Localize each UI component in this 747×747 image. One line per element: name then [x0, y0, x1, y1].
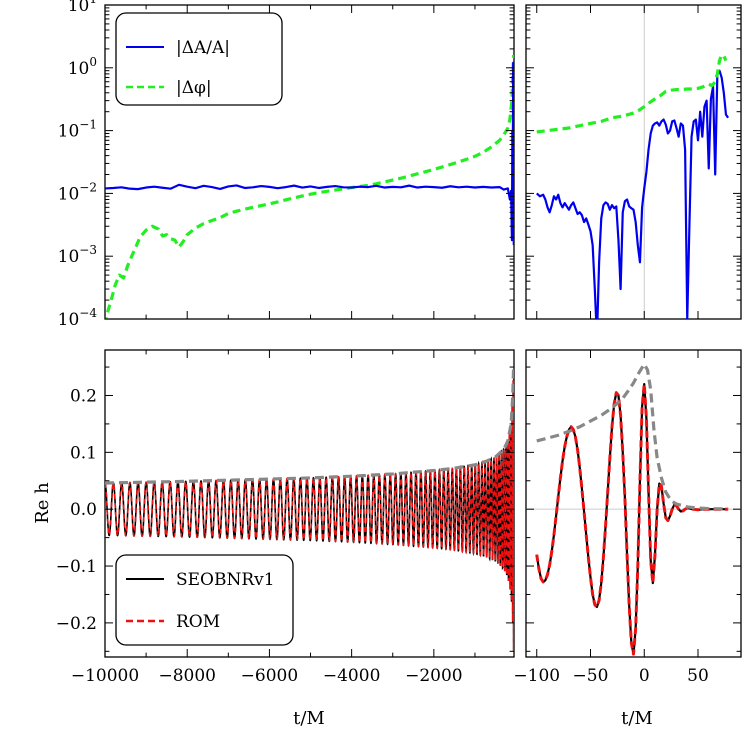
y-tick-label: 0.1 — [70, 443, 97, 463]
series-amplitude-envelope-line — [105, 367, 514, 485]
panel-bottom-left-plot — [105, 367, 514, 652]
panel-bottom-right-frame — [525, 349, 742, 658]
legend-top: |ΔA/A| |Δφ| — [115, 12, 283, 106]
series-phase-error-line — [105, 54, 514, 319]
x-tick-label-zoom: −100 — [513, 666, 560, 686]
series-seobnr-line-zoom — [535, 383, 729, 656]
series-amplitude-error-line — [105, 61, 514, 246]
y-tick-label: 0.2 — [70, 386, 97, 406]
y-tick-label-log: 100 — [68, 55, 97, 79]
x-tick-label: −4000 — [323, 666, 381, 686]
x-tick-label-zoom: 0 — [639, 666, 650, 686]
x-axis-title-right: t/M — [621, 708, 653, 729]
legend-label-seobnr: SEOBNRv1 — [176, 570, 275, 590]
panel-bottom-right-plot — [526, 361, 741, 656]
y-tick-label: 0.0 — [70, 500, 97, 520]
y-tick-label-log: 10−2 — [58, 180, 97, 204]
axis-tick-labels: 101 100 10−1 10−2 10−3 10−4 −0.2 −0.1 0.0 0.1 0.2 −… — [56, 0, 709, 686]
legend-label-amplitude: |ΔA/A| — [176, 38, 230, 58]
series-amplitude-envelope-line-zoom — [536, 361, 729, 511]
series-amplitude-error-line-zoom — [536, 69, 730, 319]
x-tick-label: −6000 — [241, 666, 299, 686]
x-tick-label: −8000 — [158, 666, 216, 686]
panel-top-left-plot — [105, 54, 514, 319]
y-axis-title-bottom: Re h — [32, 482, 53, 524]
legend-label-phase: |Δφ| — [176, 78, 212, 98]
x-tick-label: −10000 — [71, 666, 139, 686]
panel-top-right-plot — [536, 5, 730, 319]
y-tick-label-log: 10−4 — [58, 306, 98, 330]
x-tick-label: −2000 — [405, 666, 463, 686]
y-tick-label-log: 10−3 — [58, 243, 97, 267]
panel-top-right-frame — [525, 4, 742, 320]
series-rom-line — [105, 372, 514, 652]
series-phase-error-line-zoom — [536, 53, 728, 134]
axis-ticks — [104, 4, 741, 657]
legend-label-rom: ROM — [176, 612, 220, 632]
y-tick-label-log: 101 — [68, 0, 97, 16]
x-tick-label-zoom: −50 — [573, 666, 609, 686]
y-tick-label: −0.1 — [56, 557, 97, 577]
x-axis-title-left: t/M — [293, 708, 325, 729]
legend-bottom: SEOBNRv1 ROM — [115, 554, 294, 646]
series-rom-line-zoom — [535, 382, 729, 656]
x-tick-label-zoom: 50 — [687, 666, 709, 686]
y-tick-label: −0.2 — [56, 614, 97, 634]
y-tick-label-log: 10−1 — [58, 118, 97, 142]
